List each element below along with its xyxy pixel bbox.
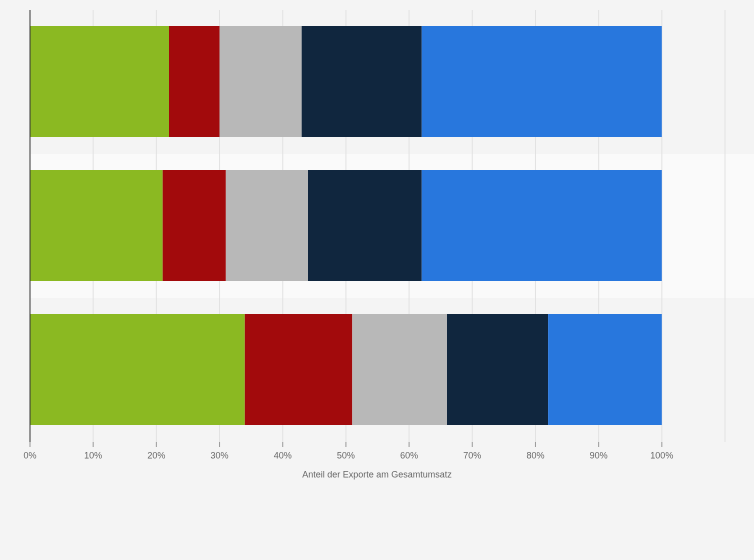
x-tick-label: 60%	[400, 450, 418, 460]
x-tick-label: 80%	[526, 450, 544, 460]
x-tick-label: 40%	[274, 450, 292, 460]
x-tick-label: 90%	[590, 450, 608, 460]
bar-segment	[548, 314, 662, 425]
bar-segment	[421, 26, 662, 137]
bar-segment	[352, 314, 447, 425]
bar-segment	[308, 170, 422, 281]
bar-segment	[30, 26, 169, 137]
x-axis-title: Anteil der Exporte am Gesamtumsatz	[302, 469, 452, 479]
x-tick-label: 0%	[23, 450, 36, 460]
x-tick-label: 100%	[650, 450, 673, 460]
x-tick-label: 20%	[147, 450, 165, 460]
bar-segment	[169, 26, 220, 137]
bar-segment	[421, 170, 662, 281]
bar-segment	[301, 26, 422, 137]
x-tick-label: 30%	[211, 450, 229, 460]
x-tick-label: 10%	[84, 450, 102, 460]
x-tick-label: 50%	[337, 450, 355, 460]
bar-segment	[30, 170, 163, 281]
bar-segment	[219, 26, 302, 137]
x-tick-label: 70%	[463, 450, 481, 460]
bar-segment	[162, 170, 226, 281]
bar-segment	[30, 314, 245, 425]
bar-segment	[225, 170, 308, 281]
bar-segment	[447, 314, 549, 425]
bar-segment	[244, 314, 353, 425]
